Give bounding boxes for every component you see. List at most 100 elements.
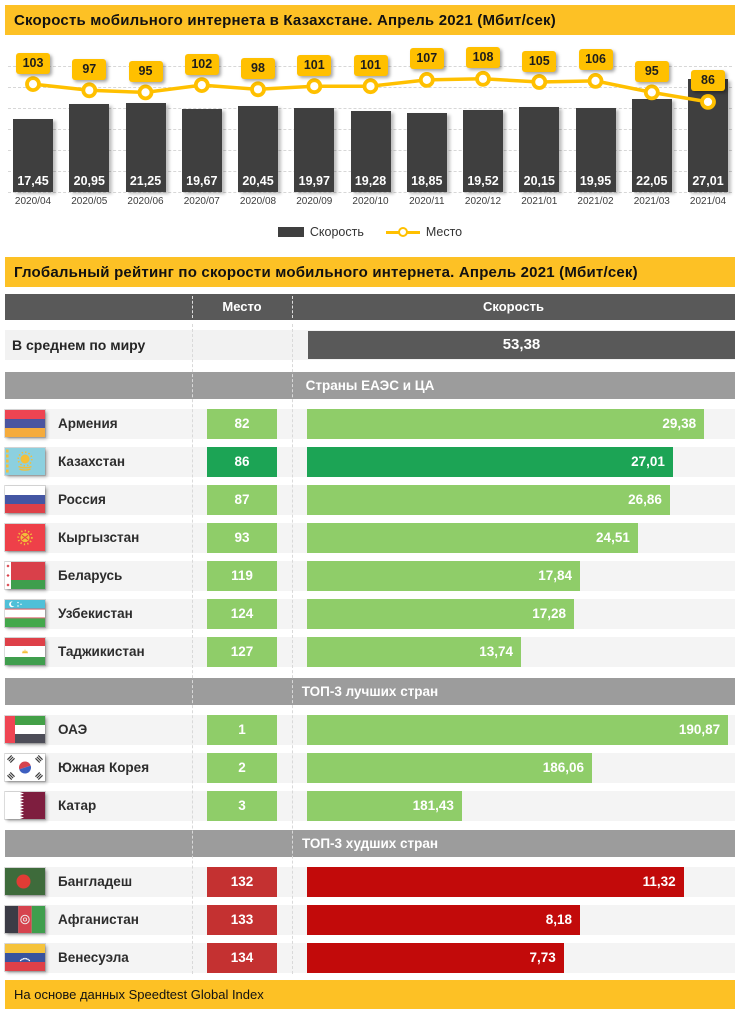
af-flag-icon — [5, 906, 45, 933]
country-name: Кыргызстан — [58, 530, 140, 545]
rank-badge: 86 — [207, 447, 277, 477]
line-marker — [643, 84, 660, 101]
speed-bar-track: 17,28 — [307, 599, 735, 629]
country-ranking-table: Страны ЕАЭС и ЦА Армения 82 29,38 Казахс… — [5, 372, 735, 981]
chart-bar: 21,25 — [125, 102, 166, 193]
qa-flag-icon — [5, 792, 45, 819]
rank-badge: 133 — [207, 905, 277, 935]
section-header: Страны ЕАЭС и ЦА — [5, 372, 735, 399]
rank-label: 105 — [522, 50, 557, 72]
line-marker — [25, 76, 41, 92]
rank-label: 103 — [16, 52, 50, 74]
tj-flag-icon — [5, 638, 45, 665]
kg-flag-icon — [5, 524, 45, 551]
bar-value-label: 18,85 — [411, 173, 443, 188]
line-swatch-icon — [385, 226, 420, 239]
rank-badge: 132 — [207, 867, 277, 897]
bar-value-label: 17,45 — [17, 173, 49, 188]
category-label: 2020/08 — [239, 196, 277, 207]
rank-label: 108 — [466, 47, 500, 69]
line-marker — [362, 78, 379, 95]
rank-badge: 93 — [207, 523, 277, 553]
chart-title-header: Скорость мобильного интернета в Казахста… — [5, 5, 735, 35]
line-marker — [193, 77, 210, 93]
line-marker — [137, 84, 154, 101]
legend-item-speed: Скорость — [277, 225, 364, 239]
category-label: 2020/07 — [183, 196, 220, 207]
country-row: Афганистан 133 8,18 — [5, 905, 735, 935]
country-row: Узбекистан 124 17,28 — [5, 599, 735, 629]
legend-speed-label: Скорость — [309, 225, 364, 239]
bd-flag-icon — [5, 868, 45, 895]
rank-badge: 124 — [207, 599, 277, 629]
speed-bar-track: 27,01 — [307, 447, 735, 477]
speed-bar-track: 8,18 — [307, 905, 735, 935]
rank-label: 86 — [691, 70, 725, 92]
country-name: Афганистан — [58, 912, 139, 927]
bar-value-label: 20,95 — [73, 174, 105, 188]
line-marker — [81, 82, 98, 99]
country-name: Катар — [58, 798, 97, 813]
category-label: 2020/04 — [14, 196, 52, 207]
uz-flag-icon — [5, 600, 45, 627]
ranking-title-header: Глобальный рейтинг по скорости мобильног… — [5, 257, 735, 287]
kz-flag-icon — [5, 448, 45, 475]
table-header-row: Место Скорость — [5, 294, 735, 320]
country-row: Казахстан 86 27,01 — [5, 447, 735, 477]
source-footer: На основе данных Speedtest Global Index — [5, 980, 735, 1009]
column-separator — [292, 324, 293, 974]
chart-bar: 19,95 — [575, 108, 616, 192]
country-name: Венесуэла — [58, 950, 129, 965]
chart-bar: 22,05 — [631, 99, 672, 192]
ae-flag-icon — [5, 716, 45, 743]
legend-rank-label: Место — [425, 225, 463, 239]
speed-bar: 181,43 — [307, 791, 462, 821]
bar-value-label: 19,97 — [298, 173, 330, 188]
speed-bar-track: 29,38 — [307, 409, 735, 439]
speed-bar: 190,87 — [307, 715, 729, 745]
country-name: Россия — [58, 492, 106, 507]
speed-bar-track: 186,06 — [307, 753, 735, 783]
line-marker — [250, 81, 266, 98]
world-average-row: В среднем по миру 53,38 — [5, 330, 735, 360]
speed-bar-track: 190,87 — [307, 715, 735, 745]
country-row: Венесуэла 134 7,73 — [5, 943, 735, 973]
country-row: Южная Корея 2 186,06 — [5, 753, 735, 783]
chart-bar: 19,67 — [181, 109, 222, 192]
bar-value-label: 22,05 — [636, 173, 668, 188]
bar-value-label: 19,67 — [186, 173, 218, 188]
bar-value-label: 20,45 — [242, 173, 274, 188]
bar-value-label: 20,15 — [523, 173, 555, 188]
rank-label: 97 — [72, 58, 107, 80]
speed-bar: 8,18 — [307, 905, 581, 935]
rank-label: 101 — [297, 54, 332, 76]
speed-bar: 29,38 — [307, 409, 705, 439]
category-label: 2020/05 — [71, 196, 108, 207]
country-row: Таджикистан 127 13,74 — [5, 637, 735, 667]
speed-bar: 7,73 — [307, 943, 564, 973]
speed-bar: 13,74 — [307, 637, 521, 667]
country-row: Беларусь 119 17,84 — [5, 561, 735, 591]
ru-flag-icon — [5, 486, 45, 513]
rank-label: 98 — [241, 57, 275, 79]
bar-swatch-icon — [277, 227, 304, 237]
category-label: 2020/12 — [464, 196, 502, 207]
category-label: 2020/10 — [352, 196, 389, 207]
chart-bar: 20,15 — [519, 107, 560, 192]
rank-badge: 2 — [207, 753, 277, 783]
category-label: 2021/04 — [689, 196, 727, 207]
speed-bar-track: 7,73 — [307, 943, 735, 973]
section-header: ТОП-3 худших стран — [5, 830, 735, 857]
ranking-title: Глобальный рейтинг по скорости мобильног… — [14, 263, 638, 281]
country-name: Таджикистан — [58, 644, 145, 659]
rank-badge: 134 — [207, 943, 277, 973]
header-column-separator — [292, 296, 293, 318]
chart-bar: 19,52 — [463, 110, 503, 192]
speed-bar: 27,01 — [307, 447, 673, 477]
chart-bar: 20,45 — [238, 106, 278, 192]
country-row: Россия 87 26,86 — [5, 485, 735, 515]
column-header-rank: Место — [222, 299, 262, 314]
bar-value-label: 21,25 — [129, 174, 162, 189]
chart-bar: 19,28 — [350, 111, 391, 192]
line-marker — [531, 74, 548, 90]
